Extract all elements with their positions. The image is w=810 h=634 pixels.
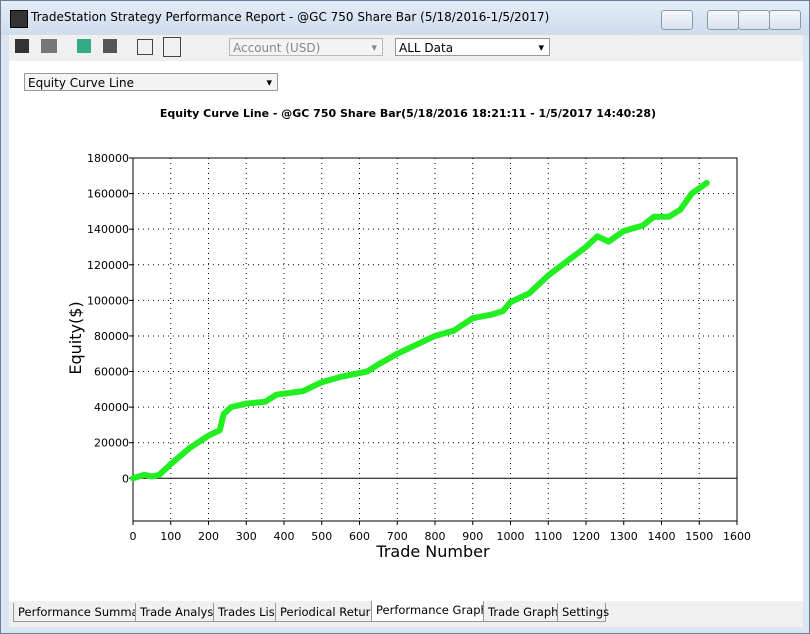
y-tick-label: 40000 [94,401,129,414]
tab[interactable]: Performance Graphs [371,601,494,622]
tab[interactable]: Settings [557,603,609,622]
x-tick-label: 1200 [572,530,600,543]
x-tick-label: 200 [198,530,219,543]
plot-frame [132,157,738,522]
toolbar: Account (USD) ALL Data [9,35,803,61]
save-icon[interactable] [15,39,29,53]
y-tick-label: 120000 [87,259,129,272]
minimize-button[interactable] [707,10,739,30]
tab[interactable]: Trades List [213,603,279,622]
x-tick-label: 800 [425,530,446,543]
settings-icon[interactable] [103,39,117,53]
graph-dropdown[interactable]: Equity Curve Line [24,73,278,92]
print-icon[interactable] [41,39,57,53]
window-title: TradeStation Strategy Performance Report… [31,10,550,24]
y-tick-label: 100000 [87,294,129,307]
range-dropdown[interactable]: ALL Data [395,38,550,57]
x-tick-label: 500 [311,530,332,543]
x-tick-label: 1600 [723,530,751,543]
restore-button[interactable] [661,10,693,30]
y-axis-label: Equity($) [66,301,85,374]
x-tick-label: 1300 [610,530,638,543]
tab[interactable]: Trade Analysis [135,603,223,622]
font-larger[interactable] [163,37,181,57]
y-tick-label: 20000 [94,437,129,450]
tab[interactable]: Trade Graphs [483,603,564,622]
x-tick-label: 0 [130,530,137,543]
chart-title: Equity Curve Line - @GC 750 Share Bar(5/… [160,107,656,120]
x-tick-label: 900 [462,530,483,543]
equity-line [130,179,710,482]
maximize-button[interactable] [738,10,770,30]
report-content: Equity Curve Line Equity Curve Line - @G… [9,61,803,601]
x-axis-label: Trade Number [375,542,490,561]
y-tick-label: 140000 [87,223,129,236]
account-dropdown[interactable]: Account (USD) [229,38,383,57]
y-tick-label: 160000 [87,188,129,201]
x-tick-label: 1400 [648,530,676,543]
tab-bar: Performance Summary Trade Analysis Trades … [9,601,803,627]
x-tick-label: 100 [160,530,181,543]
y-tick-label: 0 [122,472,129,485]
x-tick-label: 700 [387,530,408,543]
y-tick-label: 60000 [94,366,129,379]
app-icon [10,10,28,28]
font-smaller[interactable] [137,39,153,55]
tab[interactable]: Periodical Returns [275,603,383,622]
close-button[interactable] [769,10,801,30]
x-tick-label: 1500 [685,530,713,543]
y-tick-label: 80000 [94,330,129,343]
chart: Equity Curve Line - @GC 750 Share Bar(5/… [66,107,751,561]
x-tick-label: 600 [349,530,370,543]
x-tick-label: 1000 [497,530,525,543]
x-tick-label: 400 [274,530,295,543]
title-bar: TradeStation Strategy Performance Report… [1,1,809,35]
x-tick-label: 1100 [534,530,562,543]
refresh-icon[interactable] [77,39,91,53]
tab[interactable]: Performance Summary [13,603,150,622]
x-tick-label: 300 [236,530,257,543]
y-tick-label: 180000 [87,152,129,165]
